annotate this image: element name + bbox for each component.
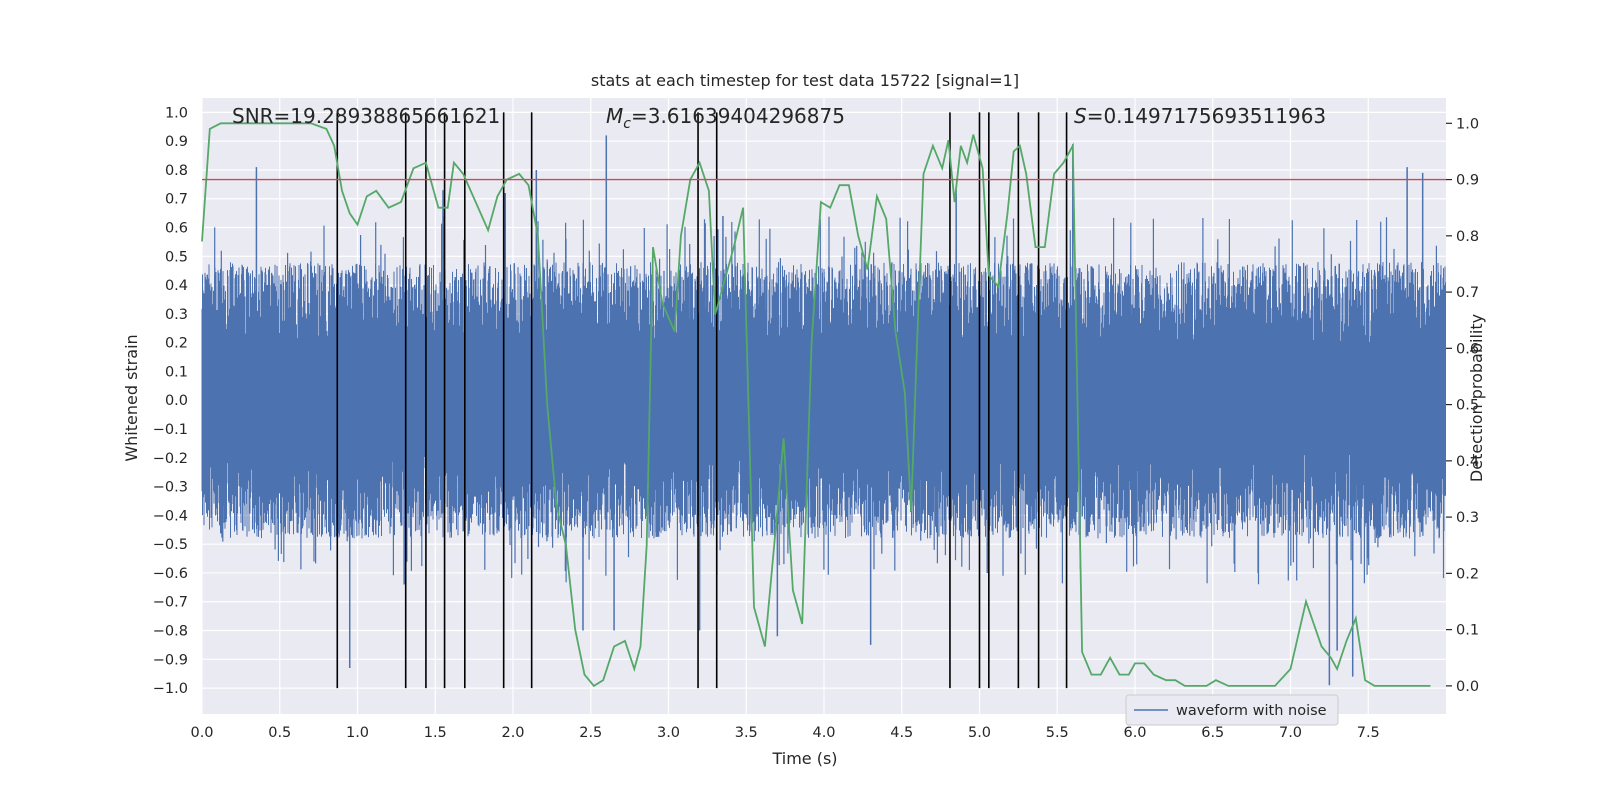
y2-tick-label: 1.0 (1456, 116, 1479, 132)
y-tick-label: −0.8 (153, 624, 188, 640)
x-tick-label: 6.5 (1201, 725, 1224, 741)
y-tick-label: 0.0 (165, 393, 188, 409)
y-tick-label: −0.7 (153, 595, 188, 611)
y-tick-label: 0.1 (165, 364, 188, 380)
x-tick-label: 4.0 (812, 725, 835, 741)
x-tick-label: 7.0 (1279, 725, 1302, 741)
y-tick-label: −0.2 (153, 451, 188, 467)
waveform-series (201, 135, 1446, 686)
x-tick-label: 3.5 (735, 725, 758, 741)
x-tick-label: 4.5 (890, 725, 913, 741)
chirp-mass-subscript: c (623, 116, 631, 132)
x-tick-label: 0.0 (190, 725, 213, 741)
y-tick-label: −1.0 (153, 681, 188, 697)
y2-axis-ticks: 1.0 0.9 0.8 0.7 0.6 0.5 0.4 0.3 0.2 0.1 0.0 (1446, 116, 1479, 695)
y-tick-label: 0.9 (165, 134, 188, 150)
y-tick-label: 0.7 (165, 192, 188, 208)
y-tick-label: −0.1 (153, 422, 188, 438)
snr-annotation: SNR=19.28938865661621 (232, 104, 500, 128)
x-tick-label: 3.0 (657, 725, 680, 741)
probability-series (201, 122, 1431, 688)
s-annotation: S=0.1497175693511963 (1074, 104, 1326, 128)
x-tick-label: 7.5 (1357, 725, 1380, 741)
y2-tick-label: 0.7 (1456, 285, 1479, 301)
y2-tick-label: 0.4 (1456, 454, 1479, 470)
x-tick-label: 5.5 (1046, 725, 1069, 741)
y-axis-label: Whitened strain (122, 334, 141, 461)
y2-tick-label: 0.1 (1456, 623, 1479, 639)
y-tick-label: −0.9 (153, 652, 188, 668)
y-tick-label: 0.8 (165, 163, 188, 179)
x-axis-label: Time (s) (771, 749, 837, 768)
s-symbol: S (1074, 104, 1087, 128)
legend-label: waveform with noise (1176, 703, 1327, 719)
y2-tick-label: 0.5 (1456, 398, 1479, 414)
x-tick-label: 2.0 (501, 725, 524, 741)
y-tick-label: −0.5 (153, 537, 188, 553)
y-tick-label: 0.5 (165, 249, 188, 265)
y-tick-label: −0.4 (153, 508, 188, 524)
y-tick-label: 0.2 (165, 336, 188, 352)
detection-markers (336, 112, 1068, 689)
y-tick-label: 0.3 (165, 307, 188, 323)
x-tick-label: 2.5 (579, 725, 602, 741)
y2-tick-label: 0.9 (1456, 173, 1479, 189)
x-tick-label: 1.5 (424, 725, 447, 741)
legend: waveform with noise (1125, 694, 1339, 726)
legend-box (1125, 694, 1339, 726)
y-tick-label: −0.3 (153, 480, 188, 496)
x-axis-ticks: 0.0 0.5 1.0 1.5 2.0 2.5 3.0 3.5 4.0 4.5 5.0 5.5 6.0 6… (190, 725, 1379, 741)
probability-line (201, 122, 1431, 688)
y2-tick-label: 0.3 (1456, 510, 1479, 526)
y-axis-ticks: 1.0 0.9 0.8 0.7 0.6 0.5 0.4 0.3 0.2 0.1 0.0 −0.1 −0.… (153, 105, 188, 697)
y-tick-label: 0.6 (165, 221, 188, 237)
x-tick-label: 6.0 (1123, 725, 1146, 741)
y-tick-label: 1.0 (165, 105, 188, 121)
y2-tick-label: 0.0 (1456, 679, 1479, 695)
chart-title: stats at each timestep for test data 157… (591, 71, 1019, 90)
chirp-mass-symbol: M (606, 104, 623, 128)
chirp-mass-annotation: Mc=3.61639404296875 (606, 104, 845, 132)
s-value: =0.1497175693511963 (1087, 104, 1326, 128)
x-tick-label: 5.0 (968, 725, 991, 741)
chirp-mass-value: =3.61639404296875 (631, 104, 845, 128)
y-tick-label: −0.6 (153, 566, 188, 582)
y2-tick-label: 0.6 (1456, 341, 1479, 357)
y-tick-label: 0.4 (165, 278, 188, 294)
x-tick-label: 0.5 (268, 725, 291, 741)
y2-tick-label: 0.2 (1456, 566, 1479, 582)
y2-tick-label: 0.8 (1456, 229, 1479, 245)
x-tick-label: 1.0 (346, 725, 369, 741)
y2-axis-label: Detection probability (1467, 314, 1486, 482)
